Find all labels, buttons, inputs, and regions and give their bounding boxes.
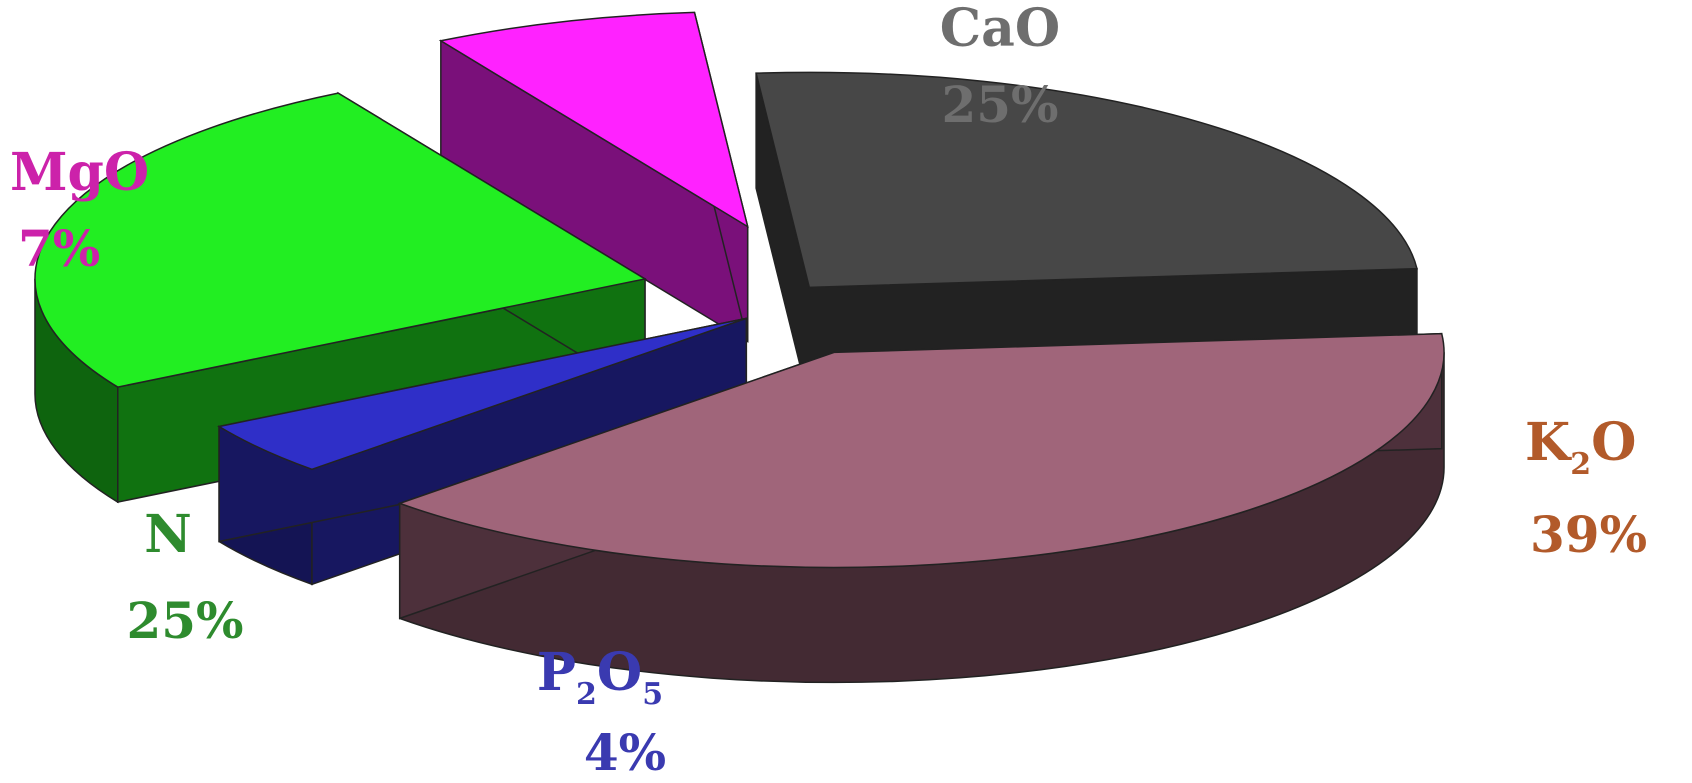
label-k2o-name: K2O bbox=[1525, 412, 1636, 482]
label-n-pct: 25% bbox=[126, 591, 243, 650]
slice-top-n bbox=[34, 92, 648, 388]
slice-top-k2o bbox=[397, 332, 1445, 569]
label-mgo-pct: 7% bbox=[18, 219, 100, 278]
pie-labels: CaO 25% MgO 7% K2O 39% N 25% P2O5 4% bbox=[10, 0, 1647, 782]
slice-top-mgo bbox=[438, 11, 749, 229]
label-k2o-tail: O bbox=[1591, 412, 1636, 473]
pie-slice-k2o bbox=[397, 332, 1445, 684]
label-p2o5-name: P2O5 bbox=[537, 642, 663, 712]
label-k2o-pct: 39% bbox=[1530, 505, 1647, 564]
label-p2o5-index: 2 bbox=[576, 677, 597, 712]
slice-top-cao bbox=[755, 71, 1418, 289]
label-p2o5-base: P bbox=[537, 642, 576, 703]
pie-slices bbox=[34, 11, 1445, 684]
label-mgo-name: MgO bbox=[10, 142, 149, 203]
label-k2o-index: 2 bbox=[1570, 447, 1591, 482]
pie-slice-mgo bbox=[438, 11, 749, 343]
slice-top-p2o5 bbox=[217, 317, 747, 471]
label-cao-pct: 25% bbox=[941, 75, 1058, 134]
label-n-name: N bbox=[144, 504, 192, 565]
label-p2o5-pct: 4% bbox=[584, 723, 666, 782]
label-k2o-base: K bbox=[1525, 412, 1572, 473]
label-p2o5-index2: 5 bbox=[642, 677, 663, 712]
label-cao-name: CaO bbox=[940, 0, 1060, 59]
label-p2o5-tail: O bbox=[597, 642, 642, 703]
